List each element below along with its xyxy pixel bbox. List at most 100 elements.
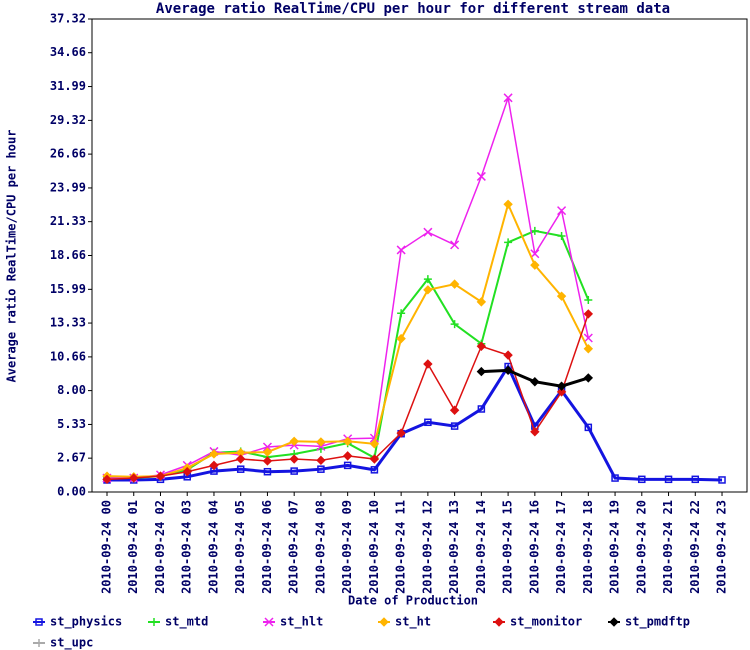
x-tick-label: 2010-09-24 18 <box>581 500 595 594</box>
x-tick-label: 2010-09-24 22 <box>688 500 702 594</box>
x-tick-label: 2010-09-24 17 <box>554 500 568 594</box>
y-tick-label: 34.66 <box>50 45 86 59</box>
data-point <box>503 199 513 210</box>
data-point <box>424 418 432 427</box>
data-point <box>691 475 700 484</box>
data-point <box>343 461 352 470</box>
chart-title: Average ratio RealTime/CPU per hour for … <box>156 1 670 17</box>
data-point <box>611 474 619 482</box>
data-point <box>530 377 540 387</box>
data-point <box>450 422 459 430</box>
legend-label: st_mtd <box>165 615 208 630</box>
data-point <box>450 240 460 250</box>
data-point <box>289 454 299 464</box>
data-point <box>638 475 646 484</box>
data-point <box>316 455 326 466</box>
data-point <box>584 295 593 304</box>
y-tick-label: 31.99 <box>50 79 86 93</box>
data-point <box>396 428 406 438</box>
data-point <box>290 467 298 475</box>
data-point <box>503 350 513 360</box>
x-tick-label: 2010-09-24 12 <box>420 500 434 594</box>
x-tick-label: 2010-09-24 04 <box>206 500 220 594</box>
y-tick-label: 37.32 <box>50 12 86 26</box>
x-tick-label: 2010-09-24 07 <box>287 500 301 594</box>
data-point <box>718 476 726 484</box>
data-point <box>236 465 245 473</box>
data-point <box>342 436 353 447</box>
data-point <box>556 387 567 397</box>
data-point <box>262 447 273 457</box>
legend-label: st_ht <box>395 615 431 630</box>
x-tick-label: 2010-09-24 15 <box>501 500 515 594</box>
x-tick-label: 2010-09-24 00 <box>100 500 114 594</box>
data-point <box>476 297 487 307</box>
x-axis-title: Date of Production <box>348 594 478 608</box>
y-tick-label: 18.66 <box>50 248 86 262</box>
legend-marker <box>609 617 619 627</box>
data-point <box>263 467 272 476</box>
data-point <box>102 474 112 485</box>
y-tick-label: 15.99 <box>50 282 86 296</box>
legend-label: st_monitor <box>510 615 582 630</box>
data-point <box>396 245 406 255</box>
data-point <box>556 381 567 391</box>
data-point <box>423 227 433 237</box>
legend-marker <box>264 617 274 627</box>
y-tick-label: 23.99 <box>50 180 86 194</box>
data-point <box>262 456 273 466</box>
data-point <box>556 291 567 301</box>
x-tick-label: 2010-09-24 23 <box>715 500 729 594</box>
legend-label: st_pmdftp <box>625 615 690 630</box>
y-tick-label: 21.33 <box>50 214 86 228</box>
x-tick-label: 2010-09-24 14 <box>474 500 488 594</box>
y-tick-label: 13.33 <box>50 316 86 330</box>
data-point <box>664 475 673 484</box>
x-tick-label: 2010-09-24 20 <box>634 500 648 594</box>
x-tick-label: 2010-09-24 06 <box>260 500 274 594</box>
legend-marker <box>150 618 158 626</box>
x-tick-label: 2010-09-24 09 <box>340 500 354 594</box>
data-point <box>155 471 166 481</box>
data-point <box>583 309 594 319</box>
data-point <box>369 454 380 464</box>
x-tick-label: 2010-09-24 19 <box>608 500 622 594</box>
y-tick-label: 8.00 <box>57 383 86 397</box>
y-axis-title: Average ratio RealTime/CPU per hour <box>5 130 19 383</box>
data-point <box>423 275 432 284</box>
x-tick-label: 2010-09-24 01 <box>126 500 140 594</box>
data-point <box>476 366 487 377</box>
data-point <box>423 359 433 369</box>
data-point <box>450 320 459 329</box>
data-point <box>449 405 460 415</box>
data-point <box>182 467 192 477</box>
data-point <box>316 437 326 447</box>
data-point <box>530 249 540 259</box>
data-point <box>583 373 594 383</box>
legend-marker <box>379 617 389 627</box>
data-point <box>397 309 406 318</box>
data-point <box>209 460 219 471</box>
data-point <box>583 344 594 354</box>
data-point <box>530 226 539 235</box>
data-point <box>396 333 406 344</box>
data-point <box>317 465 325 473</box>
data-point <box>477 405 486 413</box>
data-point <box>369 439 380 449</box>
y-tick-label: 10.66 <box>50 349 86 363</box>
legend-label: st_upc <box>50 636 93 650</box>
data-point <box>530 260 540 270</box>
data-point <box>129 473 139 483</box>
y-tick-label: 26.66 <box>50 147 86 161</box>
data-point <box>557 206 567 216</box>
data-point <box>342 451 353 461</box>
data-point <box>289 436 299 447</box>
data-point <box>503 365 513 376</box>
data-point <box>584 423 593 432</box>
x-tick-label: 2010-09-24 02 <box>153 500 167 594</box>
data-point <box>583 333 593 343</box>
x-tick-label: 2010-09-24 16 <box>527 500 541 594</box>
legend-label: st_physics <box>50 615 122 630</box>
data-point <box>503 93 513 103</box>
